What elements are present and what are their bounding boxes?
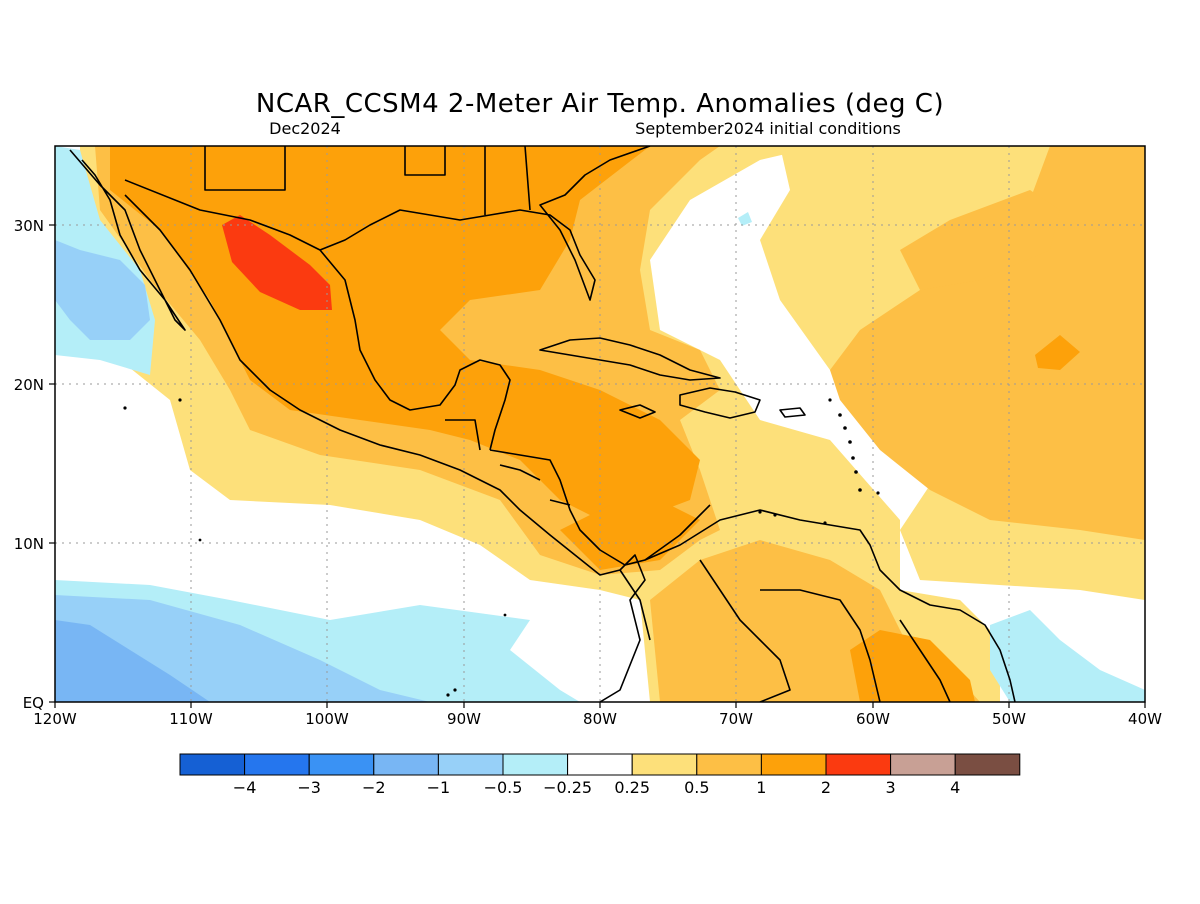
lat-tick-labels: EQ 10N 20N 30N (14, 217, 44, 712)
legend-tick-label: 3 (886, 778, 896, 797)
init-conditions-label: September2024 initial conditions (635, 119, 901, 138)
legend-colorbar (179, 753, 1021, 776)
lon-tick-label: 90W (447, 710, 481, 728)
valid-month-label: Dec2024 (269, 119, 341, 138)
legend-color-cell (179, 753, 246, 776)
graticule (55, 146, 1145, 702)
lat-tick-label: 30N (14, 217, 44, 235)
legend-color-cell (631, 753, 698, 776)
lon-tick-labels: 120W 110W 100W 90W 80W 70W 60W 50W 40W (33, 710, 1162, 728)
lon-tick-label: 110W (169, 710, 213, 728)
anomaly-region-orange-atlantic-small (1035, 335, 1080, 370)
legend-color-cell (437, 753, 504, 776)
anomaly-region-light-orange-atlantic-north (900, 190, 1060, 290)
legend-tick-label: −3 (297, 778, 321, 797)
legend-color-cell (308, 753, 375, 776)
legend-color-cell (373, 753, 439, 776)
legend-tick-label: 2 (821, 778, 831, 797)
legend-color-cell (890, 753, 956, 776)
coastlines (69, 146, 1016, 702)
axis-ticks (49, 224, 1146, 708)
anomaly-region-orange-caribbean (560, 505, 700, 570)
legend-tick-label: −4 (233, 778, 257, 797)
legend-tick-label: −2 (362, 778, 386, 797)
anomaly-region-red-mexico (222, 215, 332, 310)
legend-color-cell (954, 753, 1021, 776)
anomaly-region-lightblue-small (738, 212, 752, 226)
anomaly-region-orange-guiana (850, 630, 975, 702)
map-title: NCAR_CCSM4 2-Meter Air Temp. Anomalies (… (256, 89, 944, 119)
anomaly-region-light-orange-atlantic (830, 146, 1145, 540)
legend-color-cell (502, 753, 569, 776)
legend-color-cell (696, 753, 762, 776)
anomaly-region-lightblue-atlantic-sw (990, 610, 1145, 702)
lat-tick-label: 10N (14, 535, 44, 553)
legend-labels: −4 −3 −2 −1 −0.5 −0.25 0.25 0.5 1 2 3 4 (233, 778, 960, 797)
lon-tick-label: 80W (583, 710, 617, 728)
legend-tick-label: −0.5 (484, 778, 523, 797)
legend-color-cell (567, 753, 633, 776)
legend-color-cell (760, 753, 827, 776)
legend-tick-label: −1 (427, 778, 451, 797)
anomaly-region-blue-pacific-south (55, 620, 210, 702)
lon-tick-label: 70W (719, 710, 753, 728)
anomaly-map (55, 146, 1145, 702)
lon-tick-label: 120W (33, 710, 77, 728)
lat-tick-label: EQ (23, 694, 44, 712)
anomaly-region-midblue-pacific-north (55, 240, 150, 340)
legend-tick-label: 1 (756, 778, 766, 797)
legend-tick-label: 0.5 (684, 778, 709, 797)
legend-tick-label: 0.25 (614, 778, 650, 797)
legend-color-cell (825, 753, 892, 776)
lat-tick-label: 20N (14, 376, 44, 394)
lon-tick-label: 50W (992, 710, 1026, 728)
legend-tick-label: 4 (950, 778, 960, 797)
legend-tick-label: −0.25 (543, 778, 592, 797)
island-dots (123, 398, 880, 697)
lon-tick-label: 100W (305, 710, 349, 728)
lon-tick-label: 60W (856, 710, 890, 728)
legend-color-cell (244, 753, 310, 776)
lon-tick-label: 40W (1128, 710, 1162, 728)
